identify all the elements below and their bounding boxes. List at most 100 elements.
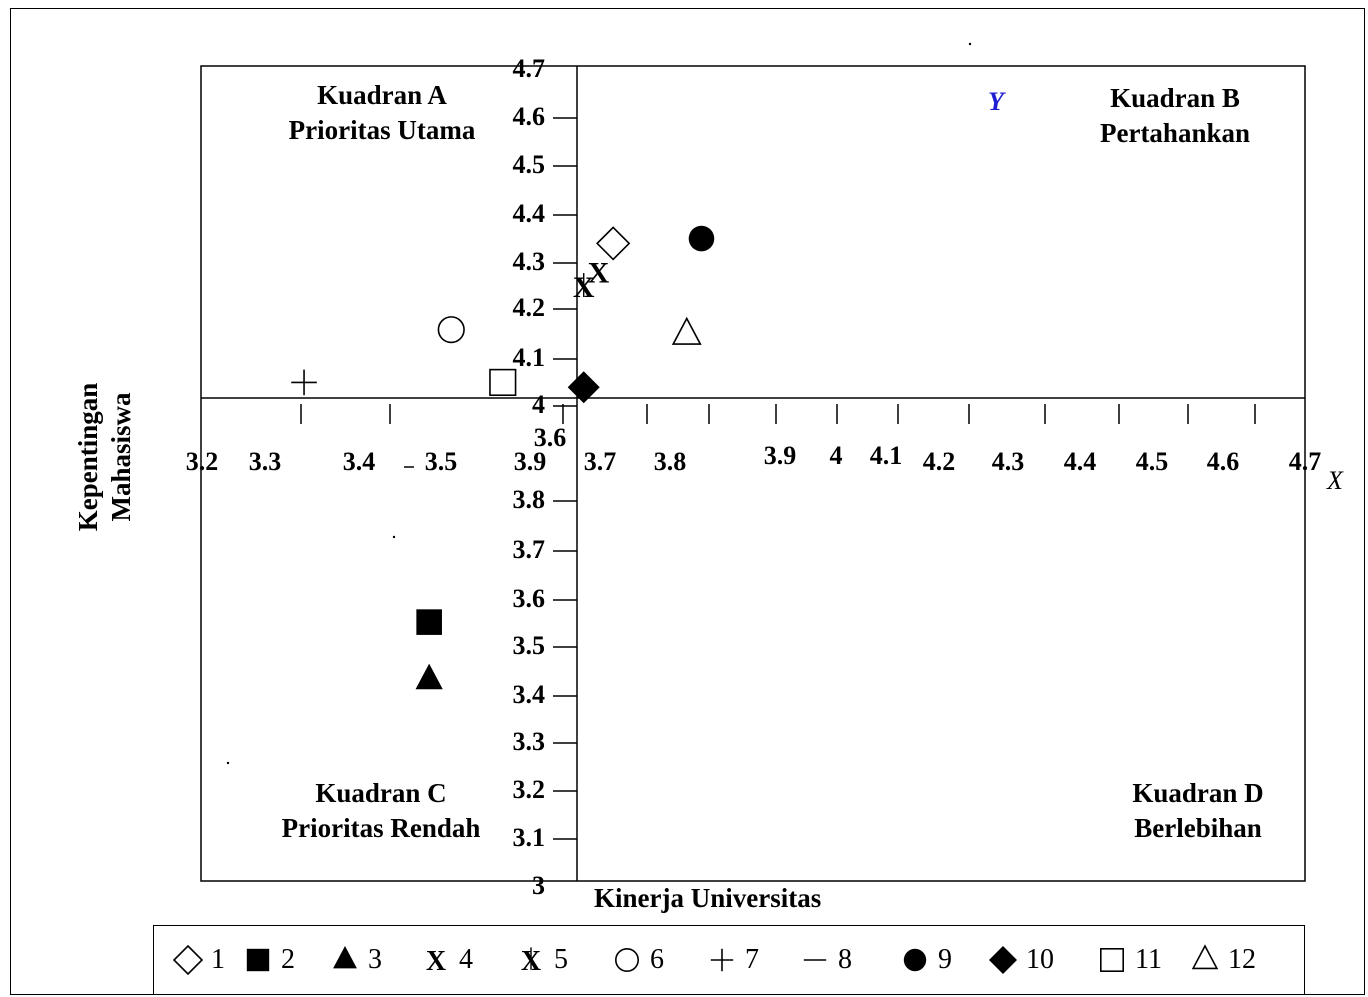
legend-item-9: 9 (898, 926, 952, 994)
legend-symbol-x: X (426, 946, 446, 977)
y-axis-ticks: 4.7 4.6 4.5 4.4 4.3 4.2 4.1 4 3.8 3.7 3.6 3.5 3.4 3.3… (513, 54, 577, 900)
x-axis-letter: X (1326, 466, 1344, 495)
quadrant-b-title: Kuadran B (1110, 83, 1240, 113)
x-tick-label: 3.9 (514, 447, 547, 476)
data-point-2 (416, 609, 442, 635)
quadrant-c-title: Kuadran C (315, 778, 447, 808)
y-tick-label: 3.3 (513, 727, 546, 756)
quadrant-a-title: Kuadran A (317, 80, 447, 110)
y-tick-label: 4.5 (513, 150, 546, 179)
data-point-12 (671, 316, 702, 345)
x-tick-label: 3.5 (425, 447, 458, 476)
y-tick-label: 3.1 (513, 823, 546, 852)
y-tick-label: 4.2 (513, 293, 546, 322)
quadrant-a-label: Kuadran A Prioritas Utama (262, 78, 502, 148)
quadrant-c-subtitle: Prioritas Rendah (281, 813, 481, 843)
x-tick-label: 3.3 (249, 447, 282, 476)
legend-symbol-dash (803, 959, 827, 961)
legend-symbol-triangle-open (1191, 944, 1219, 970)
y-tick-label: 4.3 (513, 247, 546, 276)
x-tick-label: 4.6 (1207, 447, 1240, 476)
legend-item-7: 7 (705, 926, 759, 994)
y-tick-label: 3.5 (513, 631, 546, 660)
legend-label: 10 (1026, 944, 1054, 975)
legend-label: 6 (650, 944, 664, 975)
data-point-1 (596, 226, 631, 261)
legend: 1 2 3 X 4 X 5 6 7 8 9 10 11 12 (153, 925, 1305, 995)
quadrant-a-subtitle: Prioritas Utama (288, 115, 476, 145)
legend-label: 2 (281, 944, 295, 975)
data-point-4: X (588, 257, 610, 290)
quadrant-d-label: Kuadran D Berlebihan (1105, 776, 1291, 846)
data-point-5: X (573, 271, 595, 304)
y-tick-label: 3.8 (513, 485, 546, 514)
data-point-6 (437, 316, 465, 344)
y-tick-label: 3 (532, 871, 545, 900)
legend-label: 9 (938, 944, 952, 975)
legend-label: 4 (459, 944, 473, 975)
legend-item-8: 8 (798, 926, 852, 994)
y-axis-title-text: Kepentingan Mahasiswa (73, 382, 136, 532)
legend-label: 5 (554, 944, 568, 975)
x-tick-label: 3.7 (584, 447, 617, 476)
x-tick-label: 3.6 (534, 423, 567, 452)
data-point-3 (415, 663, 443, 690)
svg-text:X: X (426, 946, 446, 977)
y-tick-label: 4.4 (513, 199, 546, 228)
plot-area-border (200, 65, 1306, 882)
x-tick-label: 3.9 (764, 441, 797, 470)
legend-symbol-circle-filled (903, 948, 927, 972)
stray-dot (226, 761, 230, 765)
legend-item-6: 6 (610, 926, 664, 994)
x-tick-label: 4 (830, 441, 843, 470)
x-axis-title: Kinerja Universitas (594, 883, 822, 913)
legend-item-3: 3 (328, 926, 382, 994)
data-point-7 (291, 369, 317, 396)
legend-symbol-circle-open (615, 948, 639, 972)
quadrant-c-label: Kuadran C Prioritas Rendah (256, 776, 506, 846)
y-tick-label: 4 (532, 390, 545, 419)
legend-symbol-diamond-filled (989, 946, 1017, 974)
legend-item-11: 11 (1095, 926, 1162, 994)
quadrant-b-label: Kuadran B Pertahankan (1070, 81, 1280, 151)
x-tick-label: 3.8 (654, 447, 687, 476)
legend-symbol-diamond-open (172, 944, 204, 976)
legend-item-12: 12 (1188, 926, 1256, 994)
legend-symbol-square-filled (246, 948, 270, 972)
y-tick-label: 3.2 (513, 775, 546, 804)
legend-label: 8 (838, 944, 852, 975)
y-tick-label: 4.1 (513, 343, 546, 372)
x-tick-label: 3.4 (343, 447, 376, 476)
y-tick-label: 3.6 (513, 584, 546, 613)
svg-text:X: X (588, 257, 610, 290)
x-tick-label: 4.5 (1136, 447, 1169, 476)
legend-symbol-triangle-filled (333, 946, 357, 969)
x-tick-label: 4.4 (1064, 447, 1097, 476)
legend-label: 12 (1228, 944, 1256, 975)
quadrant-b-subtitle: Pertahankan (1099, 118, 1251, 148)
quadrant-d-subtitle: Berlebihan (1134, 813, 1262, 843)
legend-label: 3 (368, 944, 382, 975)
y-tick-label: 4.7 (513, 54, 546, 83)
data-point-10 (567, 371, 600, 404)
data-point-11 (489, 368, 517, 397)
data-point-9 (688, 225, 715, 252)
legend-item-1: 1 (171, 926, 225, 994)
legend-symbol-square-open (1099, 947, 1124, 972)
y-tick-label: 3.4 (513, 680, 546, 709)
x-tick-label: 3.2 (186, 447, 219, 476)
y-tick-label: 3.7 (513, 535, 546, 564)
legend-label: 7 (745, 944, 759, 975)
legend-item-2: 2 (241, 926, 295, 994)
x-tick-label: 4.3 (992, 447, 1025, 476)
legend-label: 11 (1135, 944, 1162, 975)
y-tick-label: 4.6 (513, 102, 546, 131)
stray-dot (968, 42, 972, 46)
legend-item-10: 10 (986, 926, 1054, 994)
x-tick-label: 4.1 (870, 441, 903, 470)
x-axis-ticks: 3.2 3.3 3.4 3.5 3.93.63.7 3.8 3.9 4 4.1 4.2 4.3 4.4… (186, 404, 1321, 476)
stray-dot (392, 535, 396, 539)
